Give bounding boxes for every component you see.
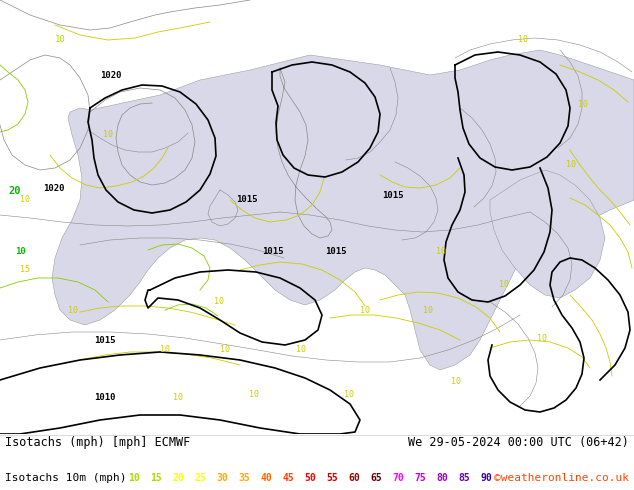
Text: 10: 10 <box>128 473 140 483</box>
Text: 20: 20 <box>8 186 21 196</box>
Text: 35: 35 <box>238 473 250 483</box>
Text: 45: 45 <box>282 473 294 483</box>
Text: 20: 20 <box>172 473 184 483</box>
Text: 10: 10 <box>423 306 433 315</box>
Text: 1015: 1015 <box>382 191 404 200</box>
Text: 75: 75 <box>414 473 426 483</box>
Text: 50: 50 <box>304 473 316 483</box>
Text: 10: 10 <box>499 280 509 289</box>
Text: 10: 10 <box>518 35 528 44</box>
Text: 25: 25 <box>194 473 206 483</box>
Text: 10: 10 <box>20 195 30 204</box>
Text: 10: 10 <box>578 99 588 109</box>
Text: 70: 70 <box>392 473 404 483</box>
Text: 15: 15 <box>20 265 30 273</box>
Text: 10: 10 <box>537 334 547 343</box>
Text: 10: 10 <box>214 297 224 306</box>
Text: 40: 40 <box>260 473 272 483</box>
Text: 10: 10 <box>160 345 170 354</box>
Text: ©weatheronline.co.uk: ©weatheronline.co.uk <box>494 473 629 483</box>
Text: 10: 10 <box>249 391 259 399</box>
Polygon shape <box>52 50 634 370</box>
Text: 15: 15 <box>150 473 162 483</box>
Text: 10: 10 <box>296 345 306 354</box>
Polygon shape <box>490 170 605 298</box>
Text: 10: 10 <box>55 35 65 44</box>
Text: 10: 10 <box>436 247 446 256</box>
Text: 10: 10 <box>220 345 230 354</box>
Text: 1020: 1020 <box>100 72 122 80</box>
Text: 10: 10 <box>344 391 354 399</box>
Text: 1020: 1020 <box>43 184 65 193</box>
Text: 10: 10 <box>359 306 370 315</box>
Text: Isotachs 10m (mph): Isotachs 10m (mph) <box>5 473 127 483</box>
Text: 65: 65 <box>370 473 382 483</box>
Text: 80: 80 <box>436 473 448 483</box>
Text: 10: 10 <box>566 160 576 170</box>
Text: 10: 10 <box>172 392 183 402</box>
Text: 10: 10 <box>451 377 462 387</box>
Text: 55: 55 <box>326 473 338 483</box>
Text: Isotachs (mph) [mph] ECMWF: Isotachs (mph) [mph] ECMWF <box>5 436 190 449</box>
Text: 1010: 1010 <box>94 392 115 402</box>
Text: 1015: 1015 <box>236 195 258 204</box>
Text: We 29-05-2024 00:00 UTC (06+42): We 29-05-2024 00:00 UTC (06+42) <box>408 436 629 449</box>
Text: 10: 10 <box>103 130 113 139</box>
Text: 30: 30 <box>216 473 228 483</box>
Text: 60: 60 <box>348 473 360 483</box>
Text: 85: 85 <box>458 473 470 483</box>
Text: 90: 90 <box>480 473 492 483</box>
Text: 10: 10 <box>16 247 26 256</box>
Text: 1015: 1015 <box>325 247 347 256</box>
Text: 1015: 1015 <box>94 336 115 345</box>
Text: 10: 10 <box>68 306 78 315</box>
Text: 1015: 1015 <box>262 247 283 256</box>
